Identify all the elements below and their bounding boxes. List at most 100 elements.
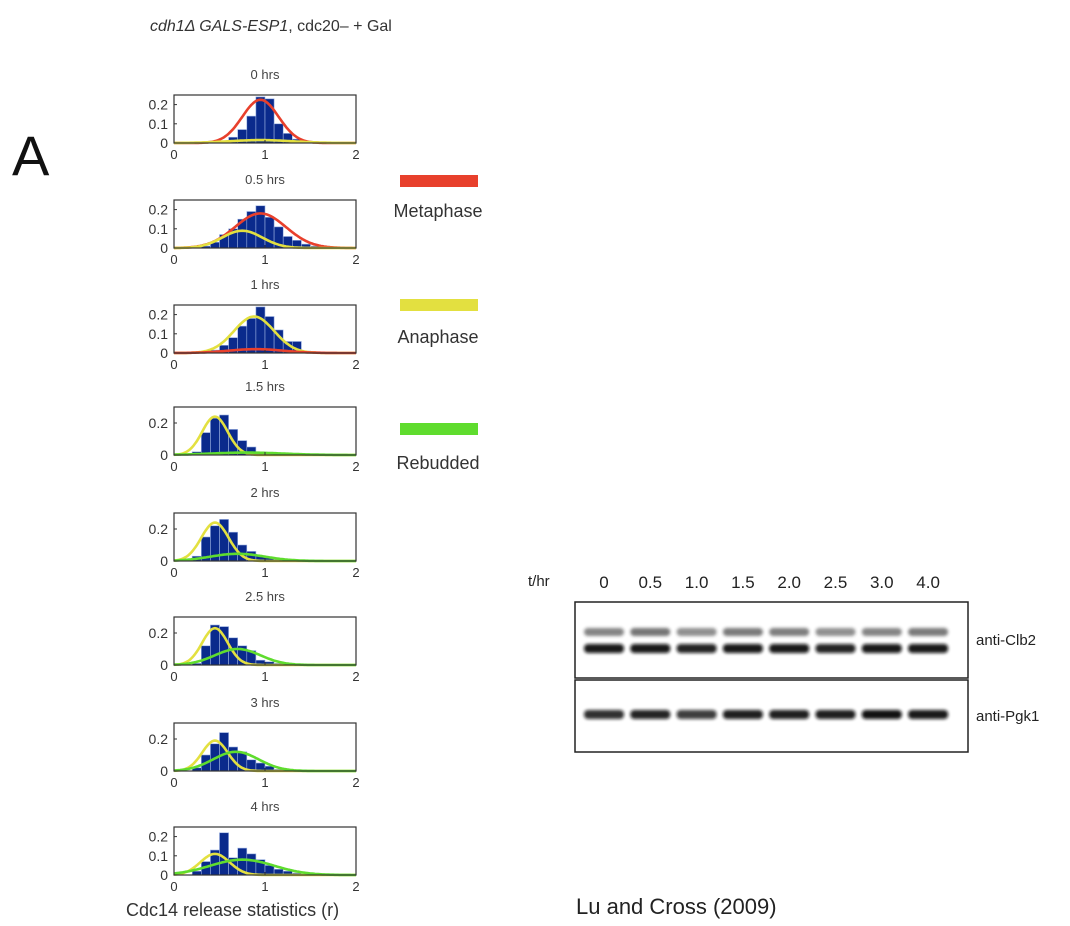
hist-panel: 3 hrs 0.2 00 1 2 <box>149 695 360 790</box>
x-tick-label: 1 <box>261 775 268 790</box>
blot-band-upper <box>630 628 671 636</box>
figure-title: cdh1Δ GALS-ESP1, cdc20– + Gal <box>150 18 392 36</box>
blot-band <box>908 644 949 653</box>
legend-label-anaphase: Anaphase <box>397 327 479 347</box>
blot-band-upper <box>722 628 763 636</box>
figure-title-genotype: cdh1Δ GALS-ESP1 <box>150 18 289 35</box>
blot-band-upper <box>815 628 856 636</box>
x-tick-label: 0 <box>170 459 177 474</box>
x-tick-label: 2 <box>352 357 359 372</box>
x-tick-label: 0 <box>170 147 177 162</box>
hist-panel-title: 3 hrs <box>251 695 280 710</box>
blot-band <box>584 710 624 719</box>
y-tick-label: 0 <box>160 240 168 256</box>
legend-label-metaphase: Metaphase <box>393 201 483 221</box>
blot-band <box>676 710 717 719</box>
timepoint-label: 2.5 <box>824 573 848 592</box>
x-tick-label: 2 <box>352 565 359 580</box>
x-tick-label: 1 <box>261 669 268 684</box>
hist-panel-title: 2 hrs <box>251 485 280 500</box>
blot-band-upper <box>908 628 949 636</box>
y-tick-label: 0 <box>160 447 168 463</box>
y-tick-label: 0.2 <box>149 202 169 218</box>
blot-band <box>769 644 810 653</box>
y-tick-label: 0.2 <box>149 521 169 537</box>
y-tick-label: 0 <box>160 345 168 361</box>
x-tick-label: 2 <box>352 459 359 474</box>
timepoint-label: 0.5 <box>638 573 662 592</box>
blot-band-upper <box>861 628 902 636</box>
legend-swatch-anaphase <box>400 299 478 311</box>
x-tick-label: 0 <box>170 565 177 580</box>
x-tick-label: 1 <box>261 147 268 162</box>
hist-panel: 2 hrs 0.2 00 1 2 <box>149 485 360 580</box>
y-tick-label: 0.1 <box>149 116 169 132</box>
y-tick-label: 0.1 <box>149 848 169 864</box>
y-tick-label: 0.2 <box>149 731 169 747</box>
x-tick-label: 1 <box>261 879 268 894</box>
blot-band <box>722 644 763 653</box>
blot-band <box>861 644 902 653</box>
x-tick-label: 2 <box>352 252 359 267</box>
blot-band <box>769 710 810 719</box>
antibody-label: anti-Clb2 <box>976 632 1036 649</box>
blot-frame <box>574 601 969 679</box>
timepoint-axis-label: t/hr <box>528 573 550 590</box>
timepoint-label: 2.0 <box>777 573 801 592</box>
blot-band-upper <box>584 628 624 636</box>
x-tick-label: 1 <box>261 459 268 474</box>
legend-swatch-metaphase <box>400 175 478 187</box>
x-tick-label: 0 <box>170 775 177 790</box>
x-tick-label: 2 <box>352 669 359 684</box>
blot-band <box>584 644 624 653</box>
y-tick-label: 0.2 <box>149 829 169 845</box>
blot-panel: anti-Pgk1 <box>574 679 1039 753</box>
x-tick-label: 1 <box>261 252 268 267</box>
y-tick-label: 0 <box>160 763 168 779</box>
timepoint-label: 3.0 <box>870 573 894 592</box>
x-tick-label: 2 <box>352 879 359 894</box>
timepoint-label: 1.5 <box>731 573 755 592</box>
figure-title-condition: , cdc20– + Gal <box>288 18 392 35</box>
hist-panel-title: 1.5 hrs <box>245 379 285 394</box>
x-axis-label: Cdc14 release statistics (r) <box>126 900 340 920</box>
x-tick-label: 2 <box>352 775 359 790</box>
hist-panel: 1.5 hrs 0.2 00 1 2 <box>149 379 360 474</box>
blot-band <box>722 710 763 719</box>
y-tick-label: 0.1 <box>149 326 169 342</box>
hist-panel: 2.5 hrs 0.2 00 1 2 <box>149 589 360 684</box>
blot-band <box>815 710 856 719</box>
x-tick-label: 1 <box>261 357 268 372</box>
blot-band <box>908 710 949 719</box>
timepoint-label: 4.0 <box>916 573 940 592</box>
panel-letter: A <box>12 124 50 187</box>
timepoint-label: 1.0 <box>685 573 709 592</box>
y-tick-label: 0.1 <box>149 221 169 237</box>
blot-panel: anti-Clb2 <box>574 601 1036 679</box>
y-tick-label: 0 <box>160 867 168 883</box>
blot-band <box>861 710 902 719</box>
x-tick-label: 0 <box>170 252 177 267</box>
y-tick-label: 0 <box>160 657 168 673</box>
y-tick-label: 0 <box>160 135 168 151</box>
x-tick-label: 1 <box>261 565 268 580</box>
blot-band-upper <box>769 628 810 636</box>
hist-panel-title: 0.5 hrs <box>245 172 285 187</box>
hist-panel-title: 1 hrs <box>251 277 280 292</box>
blot-band-upper <box>676 628 717 636</box>
y-tick-label: 0.2 <box>149 625 169 641</box>
y-tick-label: 0.2 <box>149 415 169 431</box>
blot-band <box>630 644 671 653</box>
y-tick-label: 0.2 <box>149 97 169 113</box>
citation: Lu and Cross (2009) <box>576 894 777 919</box>
legend-swatch-rebudded <box>400 423 478 435</box>
hist-panel-title: 0 hrs <box>251 67 280 82</box>
y-tick-label: 0 <box>160 553 168 569</box>
x-tick-label: 0 <box>170 357 177 372</box>
